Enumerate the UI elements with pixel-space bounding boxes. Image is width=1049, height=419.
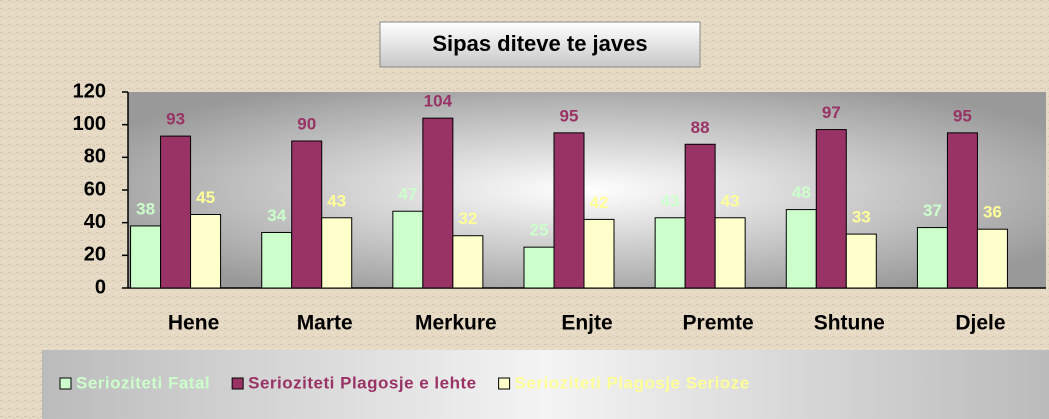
- y-tick-label: 80: [84, 146, 106, 168]
- x-tick-label: Premte: [683, 312, 754, 335]
- value-label: 95: [953, 106, 972, 125]
- bar: [684, 143, 716, 289]
- value-label: 38: [136, 199, 155, 218]
- x-tick-label: Shtune: [814, 312, 885, 335]
- value-label: 42: [590, 193, 609, 212]
- bar: [190, 214, 222, 289]
- bar: [321, 217, 353, 289]
- chart-title: Sipas diteve te javes: [432, 31, 647, 56]
- bar: [946, 132, 978, 289]
- y-tick-label: 0: [95, 276, 106, 298]
- value-label: 33: [852, 208, 871, 227]
- bar: [422, 117, 454, 289]
- bar: [583, 218, 615, 289]
- bar: [916, 227, 948, 289]
- value-label: 95: [560, 106, 579, 125]
- x-tick-label: Enjte: [561, 312, 612, 335]
- value-label: 25: [530, 221, 549, 240]
- value-label: 37: [923, 201, 942, 220]
- bar: [714, 217, 746, 289]
- value-label: 88: [691, 118, 710, 137]
- y-tick-label: 40: [84, 211, 106, 233]
- value-label: 32: [458, 209, 477, 228]
- legend-label: Serioziteti Fatal: [76, 373, 210, 392]
- bar: [130, 225, 162, 289]
- value-label: 93: [166, 110, 185, 129]
- y-tick-label: 120: [73, 80, 106, 102]
- bar: [392, 210, 424, 289]
- value-label: 43: [661, 191, 680, 210]
- value-label: 43: [327, 191, 346, 210]
- legend-swatch: [231, 377, 244, 390]
- bar: [654, 217, 686, 289]
- legend-label: Serioziteti Plagosje Serioze: [515, 373, 750, 392]
- x-tick-label: Hene: [168, 312, 219, 335]
- legend-box: [42, 350, 1049, 419]
- value-label: 36: [983, 203, 1002, 222]
- value-label: 45: [196, 188, 215, 207]
- value-label: 104: [424, 92, 453, 111]
- bar: [845, 233, 877, 289]
- bar: [976, 228, 1008, 289]
- value-label: 43: [721, 191, 740, 210]
- y-tick-label: 100: [73, 113, 106, 135]
- value-label: 48: [792, 183, 811, 202]
- legend-swatch: [498, 377, 511, 390]
- y-tick-label: 60: [84, 178, 106, 200]
- bar: [291, 140, 323, 289]
- legend-label: Serioziteti Plagosje e lehte: [248, 373, 476, 392]
- title-box: [379, 21, 701, 68]
- value-label: 97: [822, 103, 841, 122]
- bar: [785, 209, 817, 289]
- value-label: 47: [398, 185, 417, 204]
- value-label: 90: [297, 114, 316, 133]
- legend-swatch: [59, 377, 72, 390]
- bar: [261, 231, 293, 289]
- bar: [523, 246, 555, 289]
- y-tick-label: 20: [84, 244, 106, 266]
- x-tick-label: Marte: [297, 312, 353, 335]
- value-label: 34: [267, 206, 286, 225]
- bar: [160, 135, 192, 289]
- bar: [452, 235, 484, 289]
- bar: [815, 129, 847, 289]
- x-tick-label: Djele: [955, 312, 1005, 335]
- bar: [553, 132, 585, 289]
- x-tick-label: Merkure: [415, 312, 497, 335]
